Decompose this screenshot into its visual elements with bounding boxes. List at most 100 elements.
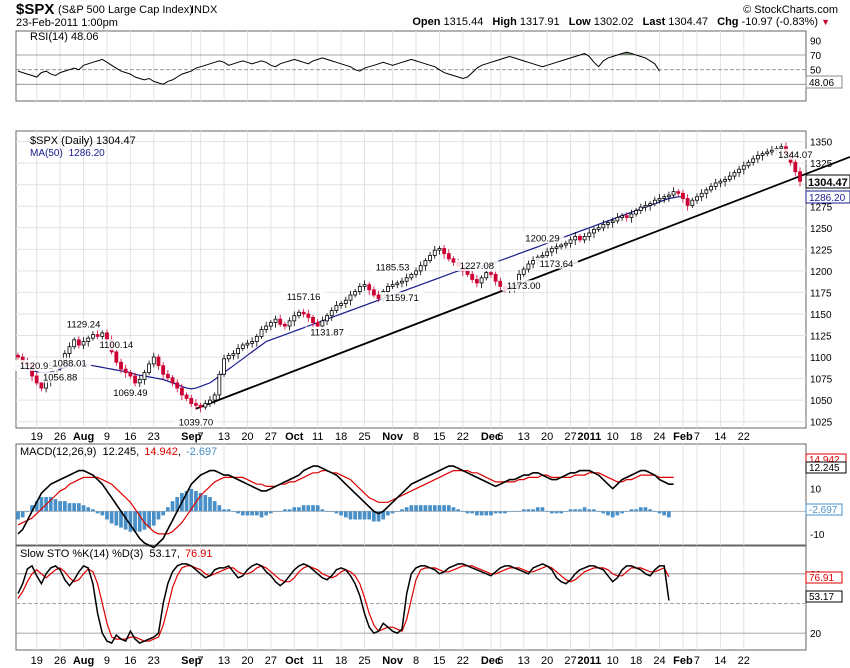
macd-hist-bar: [512, 511, 517, 512]
macd-hist-bar: [395, 511, 400, 512]
candle: [573, 236, 578, 241]
price-annotation: 1039.70: [179, 417, 213, 428]
macd-hist-bar: [48, 497, 53, 512]
macd-tick-label: 10: [810, 485, 822, 496]
ma-legend-value: 1286.20: [69, 148, 106, 159]
price-annotation: 1200.29: [525, 233, 559, 244]
last-value: 1304.47: [668, 16, 709, 28]
x-tick-label: 22: [738, 431, 750, 443]
x-tick-label: 20: [241, 431, 253, 443]
candle: [676, 191, 681, 194]
candle: [339, 303, 344, 306]
candle: [578, 236, 582, 241]
macd-hist-bar: [123, 511, 128, 530]
price-annotation: 1227.08: [460, 261, 494, 272]
x-tick-label: 13: [518, 431, 530, 443]
macd-hist-bar: [353, 511, 358, 520]
candle: [76, 339, 81, 346]
macd-hist-bar: [72, 503, 77, 512]
x-tick-label: 27: [564, 655, 576, 667]
x-tick-label: 13: [518, 655, 530, 667]
candle: [67, 346, 72, 355]
candle: [769, 149, 774, 153]
macd-hist-bar: [606, 511, 610, 516]
candle: [718, 180, 723, 184]
candle: [695, 196, 699, 201]
macd-hist-bar: [245, 511, 250, 516]
candle: [428, 254, 432, 261]
price-annotation: 1173.00: [507, 281, 541, 292]
candle: [704, 189, 709, 194]
macd-hist-bar: [53, 499, 58, 512]
candle: [95, 334, 100, 337]
candle: [114, 351, 119, 363]
x-tick-label: 7: [694, 655, 700, 667]
price-annotation: 1159.71: [385, 293, 419, 304]
macd-hist-bar: [208, 497, 212, 512]
candle: [779, 146, 784, 149]
candle: [713, 182, 718, 187]
x-tick-label: Oct: [285, 655, 304, 667]
price-annotation: 1069.49: [113, 388, 147, 399]
price-annotation-bg: [61, 318, 106, 330]
candle: [652, 199, 657, 205]
x-tick-label: 13: [218, 431, 230, 443]
candle: [568, 239, 573, 244]
macd-hist-bar: [86, 507, 91, 512]
price-annotation-bg: [38, 371, 82, 383]
sto-chart: 8020: [16, 563, 822, 645]
candle: [39, 382, 44, 389]
macd-hist-bar: [212, 501, 217, 512]
x-tick-label: 11: [312, 431, 323, 443]
price-legend: $SPX (Daily) 1304.47: [30, 135, 136, 147]
x-tick-label: 15: [433, 655, 445, 667]
macd-hist-bar: [376, 511, 381, 522]
macd-hist-bar: [479, 511, 484, 516]
price-annotation: 1344.07: [778, 150, 812, 161]
price-tick-label: 1125: [810, 332, 832, 343]
macd-hist-bar: [432, 505, 437, 512]
candle: [254, 335, 259, 342]
chart-header: $SPX (S&P 500 Large Cap Index) INDX © St…: [0, 0, 850, 30]
macd-hist-bar: [526, 509, 531, 512]
x-tick-label: 23: [148, 655, 160, 667]
macd-hist-bar: [297, 507, 301, 512]
candle: [470, 273, 475, 280]
macd-hist-bar: [568, 509, 573, 512]
macd-hist-bar: [269, 511, 273, 514]
price-annotation-bg: [371, 261, 415, 273]
macd-hist-bar: [498, 511, 503, 514]
sto-tick-label: 20: [810, 629, 822, 640]
candle: [208, 399, 212, 404]
price-annotation: 1088.01: [52, 359, 86, 370]
macd-hist-bar: [119, 511, 123, 528]
candle: [282, 323, 287, 327]
candle: [236, 348, 240, 355]
candle: [320, 320, 325, 327]
macd-hist-bar: [343, 511, 348, 518]
candle: [409, 273, 414, 279]
rsi-chart: 90705030: [16, 36, 822, 91]
price-tick-label: 1275: [810, 202, 833, 213]
sto-legend-d: 76.91: [185, 548, 213, 560]
macd-hist-bar: [222, 509, 226, 512]
macd-hist-bar: [217, 505, 222, 512]
macd-hist-bar: [301, 505, 306, 512]
macd-hist-bar: [133, 511, 137, 532]
macd-hist-bar: [203, 495, 208, 512]
candle: [334, 304, 339, 311]
candle: [540, 254, 545, 258]
macd-hist-bar: [587, 509, 592, 512]
macd-hist-bar: [610, 511, 615, 518]
macd-hist-bar: [105, 511, 109, 520]
price-annotation-bg: [520, 232, 565, 244]
x-tick-label: 13: [218, 655, 230, 667]
candle: [189, 398, 194, 404]
candle: [798, 171, 802, 182]
candle: [545, 251, 550, 256]
macd-legend-macd: 12.245: [102, 446, 136, 458]
candle: [240, 344, 245, 349]
candle: [760, 153, 765, 156]
macd-hist-bar: [624, 511, 629, 512]
